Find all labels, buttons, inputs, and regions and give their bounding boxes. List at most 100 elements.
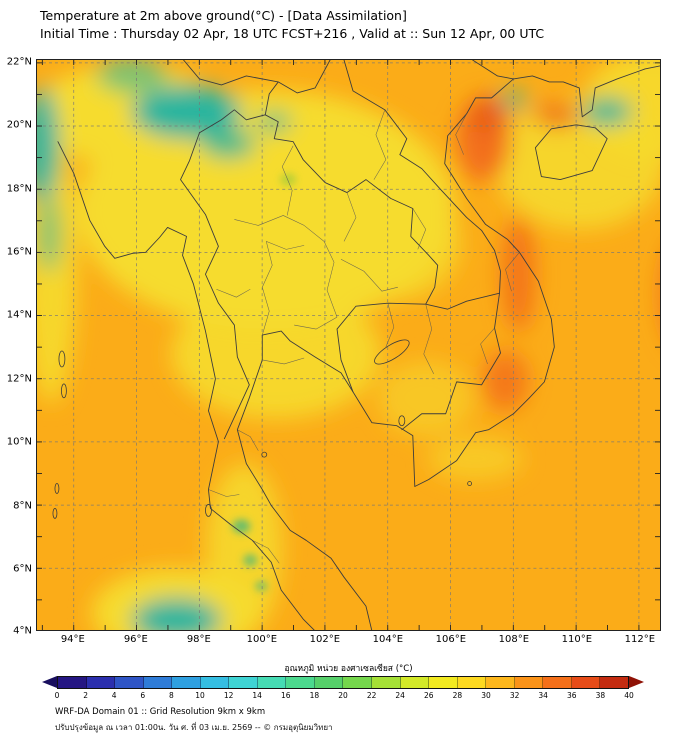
lat-tick-label: 22°N bbox=[6, 56, 32, 68]
lat-tick-label: 16°N bbox=[6, 246, 32, 258]
colorbar-cell bbox=[200, 677, 230, 688]
nicobar-island bbox=[54, 483, 60, 494]
islands-and-lakes bbox=[52, 339, 473, 519]
colorbar-cell bbox=[115, 677, 144, 688]
lao-cambodia-border bbox=[425, 292, 500, 310]
lon-tick-label: 94°E bbox=[60, 634, 85, 645]
coastline-and-country-borders bbox=[57, 60, 660, 630]
lon-tick-label: 108°E bbox=[498, 634, 530, 645]
colorbar-cell bbox=[457, 677, 487, 688]
colorbar-tick-label: 32 bbox=[509, 691, 520, 700]
page-subtitle: Initial Time : Thursday 02 Apr, 18 UTC F… bbox=[40, 26, 545, 41]
myanmar-thai-north-border bbox=[199, 109, 266, 134]
colorbar-tick-label: 2 bbox=[83, 691, 88, 700]
colorbar-cell bbox=[229, 677, 258, 688]
lat-tick-label: 14°N bbox=[6, 309, 32, 321]
colorbar-cell bbox=[372, 677, 401, 688]
colorbar-cell bbox=[486, 677, 515, 688]
colorbar-tick-label: 14 bbox=[252, 691, 262, 700]
lon-tick-label: 98°E bbox=[186, 634, 211, 645]
cambodia-vietnam-border bbox=[401, 292, 501, 431]
thai-cambodia-border bbox=[336, 302, 427, 393]
colorbar-tick-label: 10 bbox=[195, 691, 205, 700]
province-boundaries bbox=[208, 109, 520, 564]
china-border-west bbox=[183, 60, 331, 94]
colorbar-tick-label: 22 bbox=[366, 691, 377, 700]
colorbar-tick-label: 8 bbox=[169, 691, 174, 700]
colorbar-left-arrow bbox=[42, 676, 57, 688]
lon-tick-label: 104°E bbox=[372, 634, 404, 645]
lao-myanmar-border bbox=[264, 81, 279, 116]
lao-vietnam-border bbox=[343, 60, 501, 294]
footer-update-info: ปรับปรุงข้อมูล ณ เวลา 01:00น. วัน ศ. ที่… bbox=[55, 723, 333, 732]
colorbar-ticks: 0 2 4 6 8 10 12 14 16 18 20 22 24 26 28 30 32 34 36 38 40 bbox=[54, 691, 634, 703]
samui-island bbox=[261, 451, 268, 458]
page-title: Temperature at 2m above ground(°C) - [Da… bbox=[40, 8, 407, 23]
colorbar-tick-label: 36 bbox=[567, 691, 577, 700]
colorbar-tick-label: 16 bbox=[281, 691, 291, 700]
lat-tick-label: 12°N bbox=[6, 373, 32, 385]
colorbar-cell bbox=[172, 677, 201, 688]
map-panel bbox=[36, 59, 661, 631]
east-coastline bbox=[236, 65, 660, 630]
colorbar-cell bbox=[143, 677, 173, 688]
andaman-island bbox=[61, 383, 67, 399]
colorbar: 0 2 4 6 8 10 12 14 16 18 20 22 24 26 28 30 32 34 36 38 40 bbox=[42, 676, 644, 700]
colorbar-cell bbox=[314, 677, 344, 688]
lon-tick-label: 110°E bbox=[561, 634, 593, 645]
lat-tick-label: 6°N bbox=[13, 563, 32, 575]
colorbar-cell bbox=[86, 677, 116, 688]
lat-tick-label: 18°N bbox=[6, 183, 32, 195]
nicobar-island bbox=[52, 508, 58, 519]
colorbar-tick-label: 34 bbox=[538, 691, 548, 700]
phuket-island bbox=[205, 504, 212, 517]
lon-tick-label: 96°E bbox=[123, 634, 148, 645]
colorbar-cell bbox=[286, 677, 315, 688]
colorbar-label: อุณหภูมิ หน่วย องศาเซลเซียส (°C) bbox=[284, 664, 413, 674]
thai-lao-border bbox=[264, 114, 439, 305]
lat-tick-label: 4°N bbox=[13, 625, 32, 637]
colorbar-cell bbox=[600, 677, 628, 688]
andaman-island bbox=[58, 350, 66, 368]
lon-tick-label: 100°E bbox=[246, 634, 278, 645]
lon-tick-label: 106°E bbox=[435, 634, 467, 645]
colorbar-tick-label: 0 bbox=[54, 691, 60, 700]
hainan-island bbox=[534, 124, 608, 181]
footer-domain-info: WRF-DA Domain 01 :: Grid Resolution 9km … bbox=[55, 707, 266, 717]
colorbar-tick-label: 38 bbox=[595, 691, 606, 700]
lat-tick-label: 8°N bbox=[13, 500, 32, 512]
colorbar-tick-label: 28 bbox=[452, 691, 463, 700]
colorbar-tick-label: 26 bbox=[424, 691, 434, 700]
colorbar-tick-label: 12 bbox=[223, 691, 234, 700]
lon-tick-label: 112°E bbox=[624, 634, 656, 645]
colorbar-cell bbox=[400, 677, 430, 688]
colorbar-cell bbox=[257, 677, 287, 688]
colorbar-tick-label: 20 bbox=[338, 691, 348, 700]
colorbar-cell bbox=[514, 677, 544, 688]
lat-tick-label: 10°N bbox=[6, 436, 32, 448]
colorbar-tick-label: 30 bbox=[481, 691, 491, 700]
thai-myanmar-border bbox=[180, 132, 250, 440]
colorbar-tick-label: 24 bbox=[395, 691, 405, 700]
vietnam-china-border bbox=[472, 60, 514, 80]
colorbar-cell bbox=[58, 677, 87, 688]
colorbar-cell bbox=[429, 677, 458, 688]
colorbar-tick-label: 4 bbox=[111, 691, 117, 700]
lat-tick-label: 20°N bbox=[6, 119, 32, 131]
west-coastline bbox=[57, 141, 315, 630]
colorbar-cell bbox=[543, 677, 572, 688]
colorbar-tick-label: 18 bbox=[309, 691, 320, 700]
axis-edge-ticks bbox=[37, 60, 660, 630]
temperature-field-blobs bbox=[37, 60, 660, 630]
colorbar-gradient bbox=[57, 676, 629, 689]
colorbar-cell bbox=[343, 677, 373, 688]
colorbar-tick-label: 6 bbox=[140, 691, 146, 700]
colorbar-tick-label: 40 bbox=[624, 691, 634, 700]
temperature-field-small-spots bbox=[232, 173, 297, 592]
temperature-map bbox=[37, 60, 660, 630]
lon-tick-label: 102°E bbox=[309, 634, 341, 645]
condao-island bbox=[467, 481, 473, 486]
tonle-sap-lake bbox=[374, 339, 410, 365]
colorbar-cell bbox=[571, 677, 601, 688]
